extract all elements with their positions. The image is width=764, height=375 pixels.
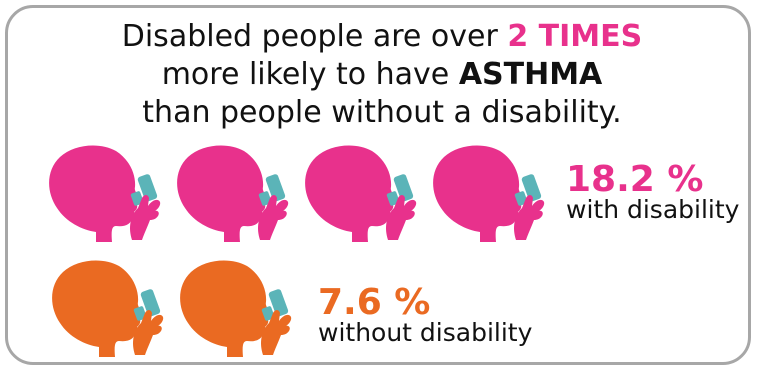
headline-line-3: than people without a disability.	[142, 95, 622, 130]
headline: Disabled people are over 2 TIMES more li…	[0, 18, 764, 132]
percent-with-disability: 18.2 %	[566, 159, 704, 200]
headline-line-1: Disabled people are over 2 TIMES	[0, 18, 764, 56]
headline-line-2-text: more likely to have	[161, 57, 459, 92]
stat-with-disability: 18.2 % with disability	[566, 159, 740, 224]
percent-without-disability: 7.6 %	[318, 282, 431, 323]
label-without-disability: without disability	[318, 318, 533, 347]
head-with-inhaler-icon	[42, 142, 162, 242]
head-with-inhaler-icon	[426, 142, 546, 242]
label-with-disability: with disability	[566, 195, 740, 224]
head-with-inhaler-icon	[170, 142, 290, 242]
card-frame	[5, 5, 751, 365]
headline-line-2: more likely to have ASTHMA	[0, 56, 764, 94]
head-with-inhaler-icon	[173, 257, 293, 357]
head-with-inhaler-icon	[298, 142, 418, 242]
headline-line-1-text: Disabled people are over	[121, 19, 508, 54]
headline-emphasis-asthma: ASTHMA	[458, 57, 603, 92]
headline-emphasis-times: 2 TIMES	[507, 19, 643, 54]
head-with-inhaler-icon	[45, 257, 165, 357]
stat-without-disability: 7.6 % without disability	[318, 282, 533, 347]
